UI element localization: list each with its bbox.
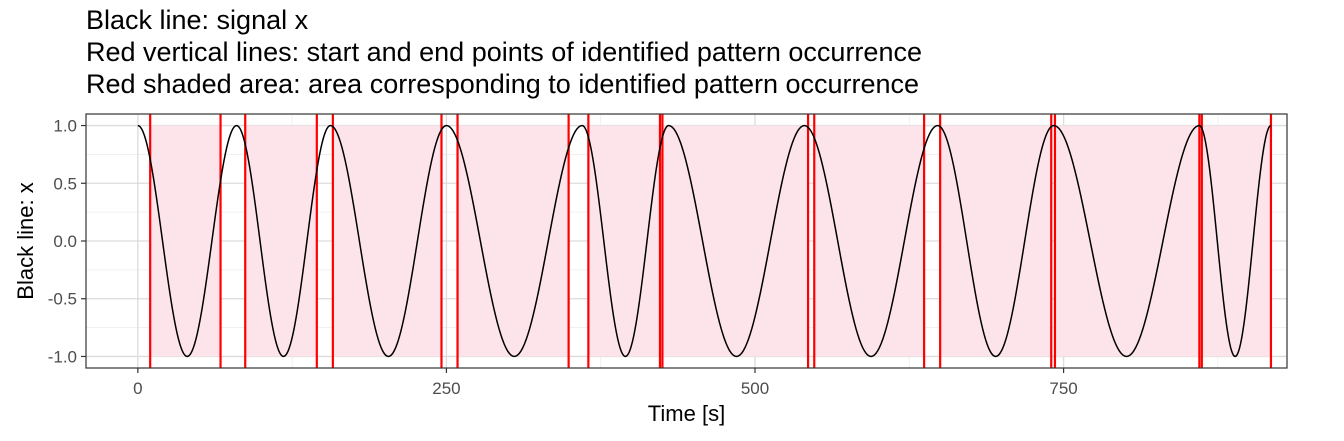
pattern-shade-4: [588, 125, 660, 357]
y-axis-label: Black line: x: [13, 182, 38, 299]
pattern-shade-3: [457, 125, 569, 357]
chart-title: Black line: signal x Red vertical lines:…: [86, 4, 1326, 100]
x-tick-label-2: 500: [741, 379, 769, 398]
pattern-shade-8: [1054, 125, 1200, 357]
y-axis-ticks: -1.0 -0.5 0.0 0.5 1.0: [48, 117, 86, 366]
title-line-1: Black line: signal x: [86, 5, 309, 35]
title-line-3: Red shaded area: area corresponding to i…: [86, 69, 920, 99]
x-tick-label-1: 250: [432, 379, 460, 398]
pattern-shade-7: [940, 125, 1052, 357]
pattern-shade-0: [150, 125, 221, 357]
title-line-2: Red vertical lines: start and end points…: [86, 37, 922, 67]
y-tick-label-0: -1.0: [48, 347, 77, 366]
y-tick-label-2: 0.0: [53, 232, 77, 251]
pattern-shade-9: [1201, 125, 1271, 357]
y-tick-label-3: 0.5: [53, 174, 77, 193]
x-tick-label-3: 750: [1049, 379, 1077, 398]
pattern-shade-2: [332, 125, 442, 357]
y-tick-label-4: 1.0: [53, 117, 77, 136]
x-axis-ticks: 0 250 500 750: [133, 368, 1078, 398]
pattern-shade-5: [662, 125, 809, 357]
y-tick-label-1: -0.5: [48, 290, 77, 309]
x-axis-label: Time [s]: [648, 401, 725, 426]
signal-series: [137, 124, 1272, 358]
pattern-shade-1: [245, 125, 317, 357]
pattern-shade-6: [814, 125, 925, 357]
x-tick-label-0: 0: [133, 379, 142, 398]
pattern-shaded-areas: [150, 125, 1271, 357]
signal-line-x: [137, 124, 1272, 358]
